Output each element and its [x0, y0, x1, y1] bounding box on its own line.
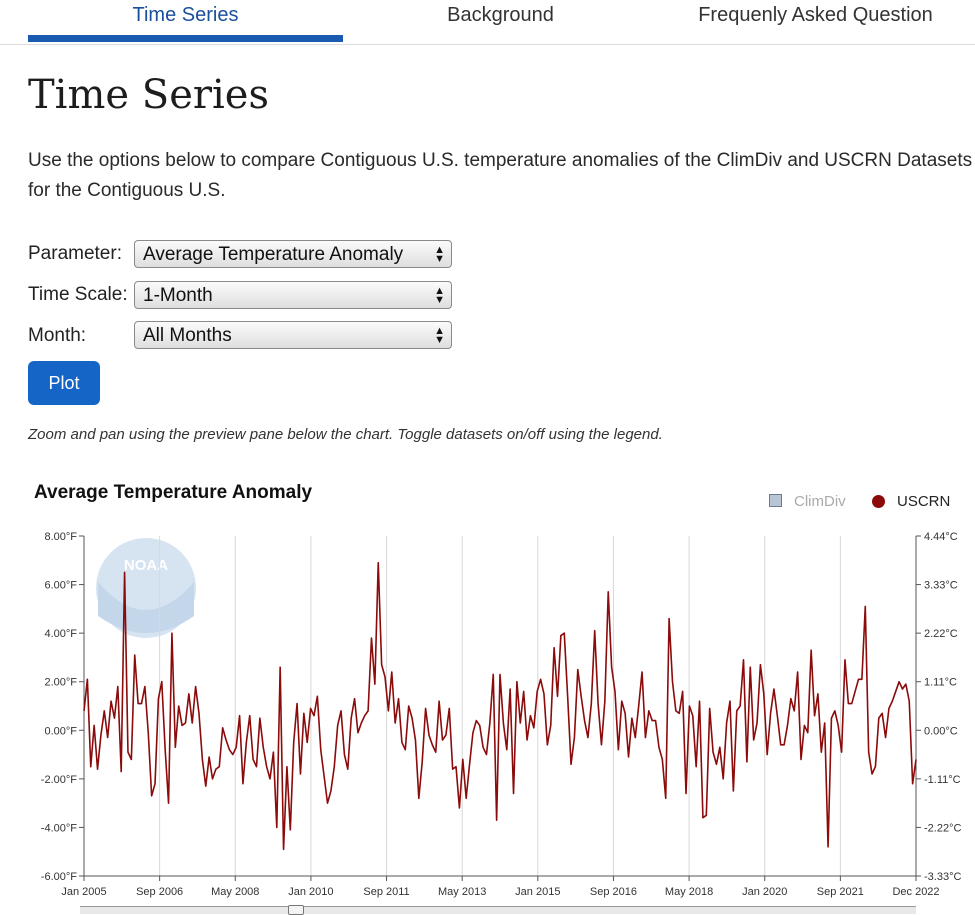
y-left-tick-label: -4.00°F [41, 822, 77, 834]
tab-time-series[interactable]: Time Series [132, 4, 239, 26]
x-tick-label: Jan 2015 [515, 886, 560, 898]
y-left-tick-label: 6.00°F [44, 580, 77, 592]
updown-arrows-icon: ▲ ▼ [434, 285, 445, 306]
time-scale-select[interactable]: 1-Month ▲ ▼ [134, 281, 452, 309]
y-left-tick-label: 8.00°F [44, 531, 77, 543]
y-right-tick-label: -1.11°C [924, 774, 961, 786]
x-tick-label: Sep 2021 [817, 886, 864, 898]
chart-hint: Zoom and pan using the preview pane belo… [28, 426, 663, 443]
noaa-logo-text: NOAA [124, 557, 168, 574]
tab-bar: Time Series Background Frequenly Asked Q… [0, 0, 975, 45]
updown-arrows-icon: ▲ ▼ [434, 244, 445, 265]
chart-series [83, 561, 917, 851]
month-select[interactable]: All Months ▲ ▼ [134, 321, 452, 349]
page-title: Time Series [28, 72, 269, 118]
noaa-logo-watermark: NOAA [96, 538, 196, 638]
y-right-tick-label: 4.44°C [924, 531, 958, 543]
parameter-select[interactable]: Average Temperature Anomaly ▲ ▼ [134, 240, 452, 268]
y-right-tick-label: 0.00°C [924, 725, 958, 737]
time-scale-label: Time Scale: [28, 284, 128, 305]
y-right-tick-label: 2.22°C [924, 628, 958, 640]
x-tick-label: Sep 2016 [590, 886, 637, 898]
legend-item-climdiv[interactable]: ClimDiv [769, 493, 846, 510]
month-select-value: All Months [143, 325, 232, 346]
parameter-label: Parameter: [28, 243, 122, 264]
temperature-chart[interactable]: NOAA Jan 2005 Sep 2006 May 2008 Jan 2010 Sep… [0, 520, 975, 900]
chart-title: Average Temperature Anomaly [34, 482, 313, 503]
x-tick-label: May 2013 [438, 886, 486, 898]
x-tick-label: Sep 2011 [363, 886, 409, 898]
tab-faq[interactable]: Frequenly Asked Question [698, 4, 933, 26]
tab-background[interactable]: Background [447, 4, 554, 26]
y-right-tick-label: -3.33°C [924, 871, 961, 883]
navigator-handle[interactable] [288, 905, 304, 915]
legend-label-climdiv: ClimDiv [794, 493, 846, 510]
plot-button[interactable]: Plot [28, 361, 100, 405]
y-right-tick-label: 1.11°C [924, 677, 957, 689]
legend-label-uscrn: USCRN [897, 493, 951, 510]
x-tick-label: Sep 2006 [136, 886, 183, 898]
x-tick-label: Jan 2020 [742, 886, 787, 898]
y-right-tick-label: 3.33°C [924, 580, 958, 592]
intro-text: Use the options below to compare Contigu… [28, 150, 973, 201]
y-left-tick-label: 4.00°F [44, 628, 77, 640]
y-left-tick-label: -6.00°F [41, 871, 77, 883]
month-label: Month: [28, 325, 87, 346]
x-tick-label: May 2008 [211, 886, 259, 898]
y-left-tick-label: 2.00°F [44, 677, 77, 689]
parameter-select-value: Average Temperature Anomaly [143, 244, 404, 265]
x-tick-label: May 2018 [665, 886, 713, 898]
time-scale-select-value: 1-Month [143, 285, 213, 306]
y-left-tick-label: 0.00°F [44, 725, 77, 737]
x-tick-label: Jan 2005 [61, 886, 106, 898]
uscrn-swatch-icon [872, 495, 885, 508]
x-tick-label: Dec 2022 [892, 886, 939, 898]
climdiv-swatch-icon [769, 494, 782, 507]
x-tick-label: Jan 2010 [288, 886, 333, 898]
updown-arrows-icon: ▲ ▼ [434, 325, 445, 346]
y-right-tick-label: -2.22°C [924, 822, 961, 834]
series-line-uscrn [83, 561, 917, 851]
active-tab-indicator [28, 35, 343, 42]
legend-item-uscrn[interactable]: USCRN [872, 493, 950, 510]
y-left-tick-label: -2.00°F [41, 774, 77, 786]
